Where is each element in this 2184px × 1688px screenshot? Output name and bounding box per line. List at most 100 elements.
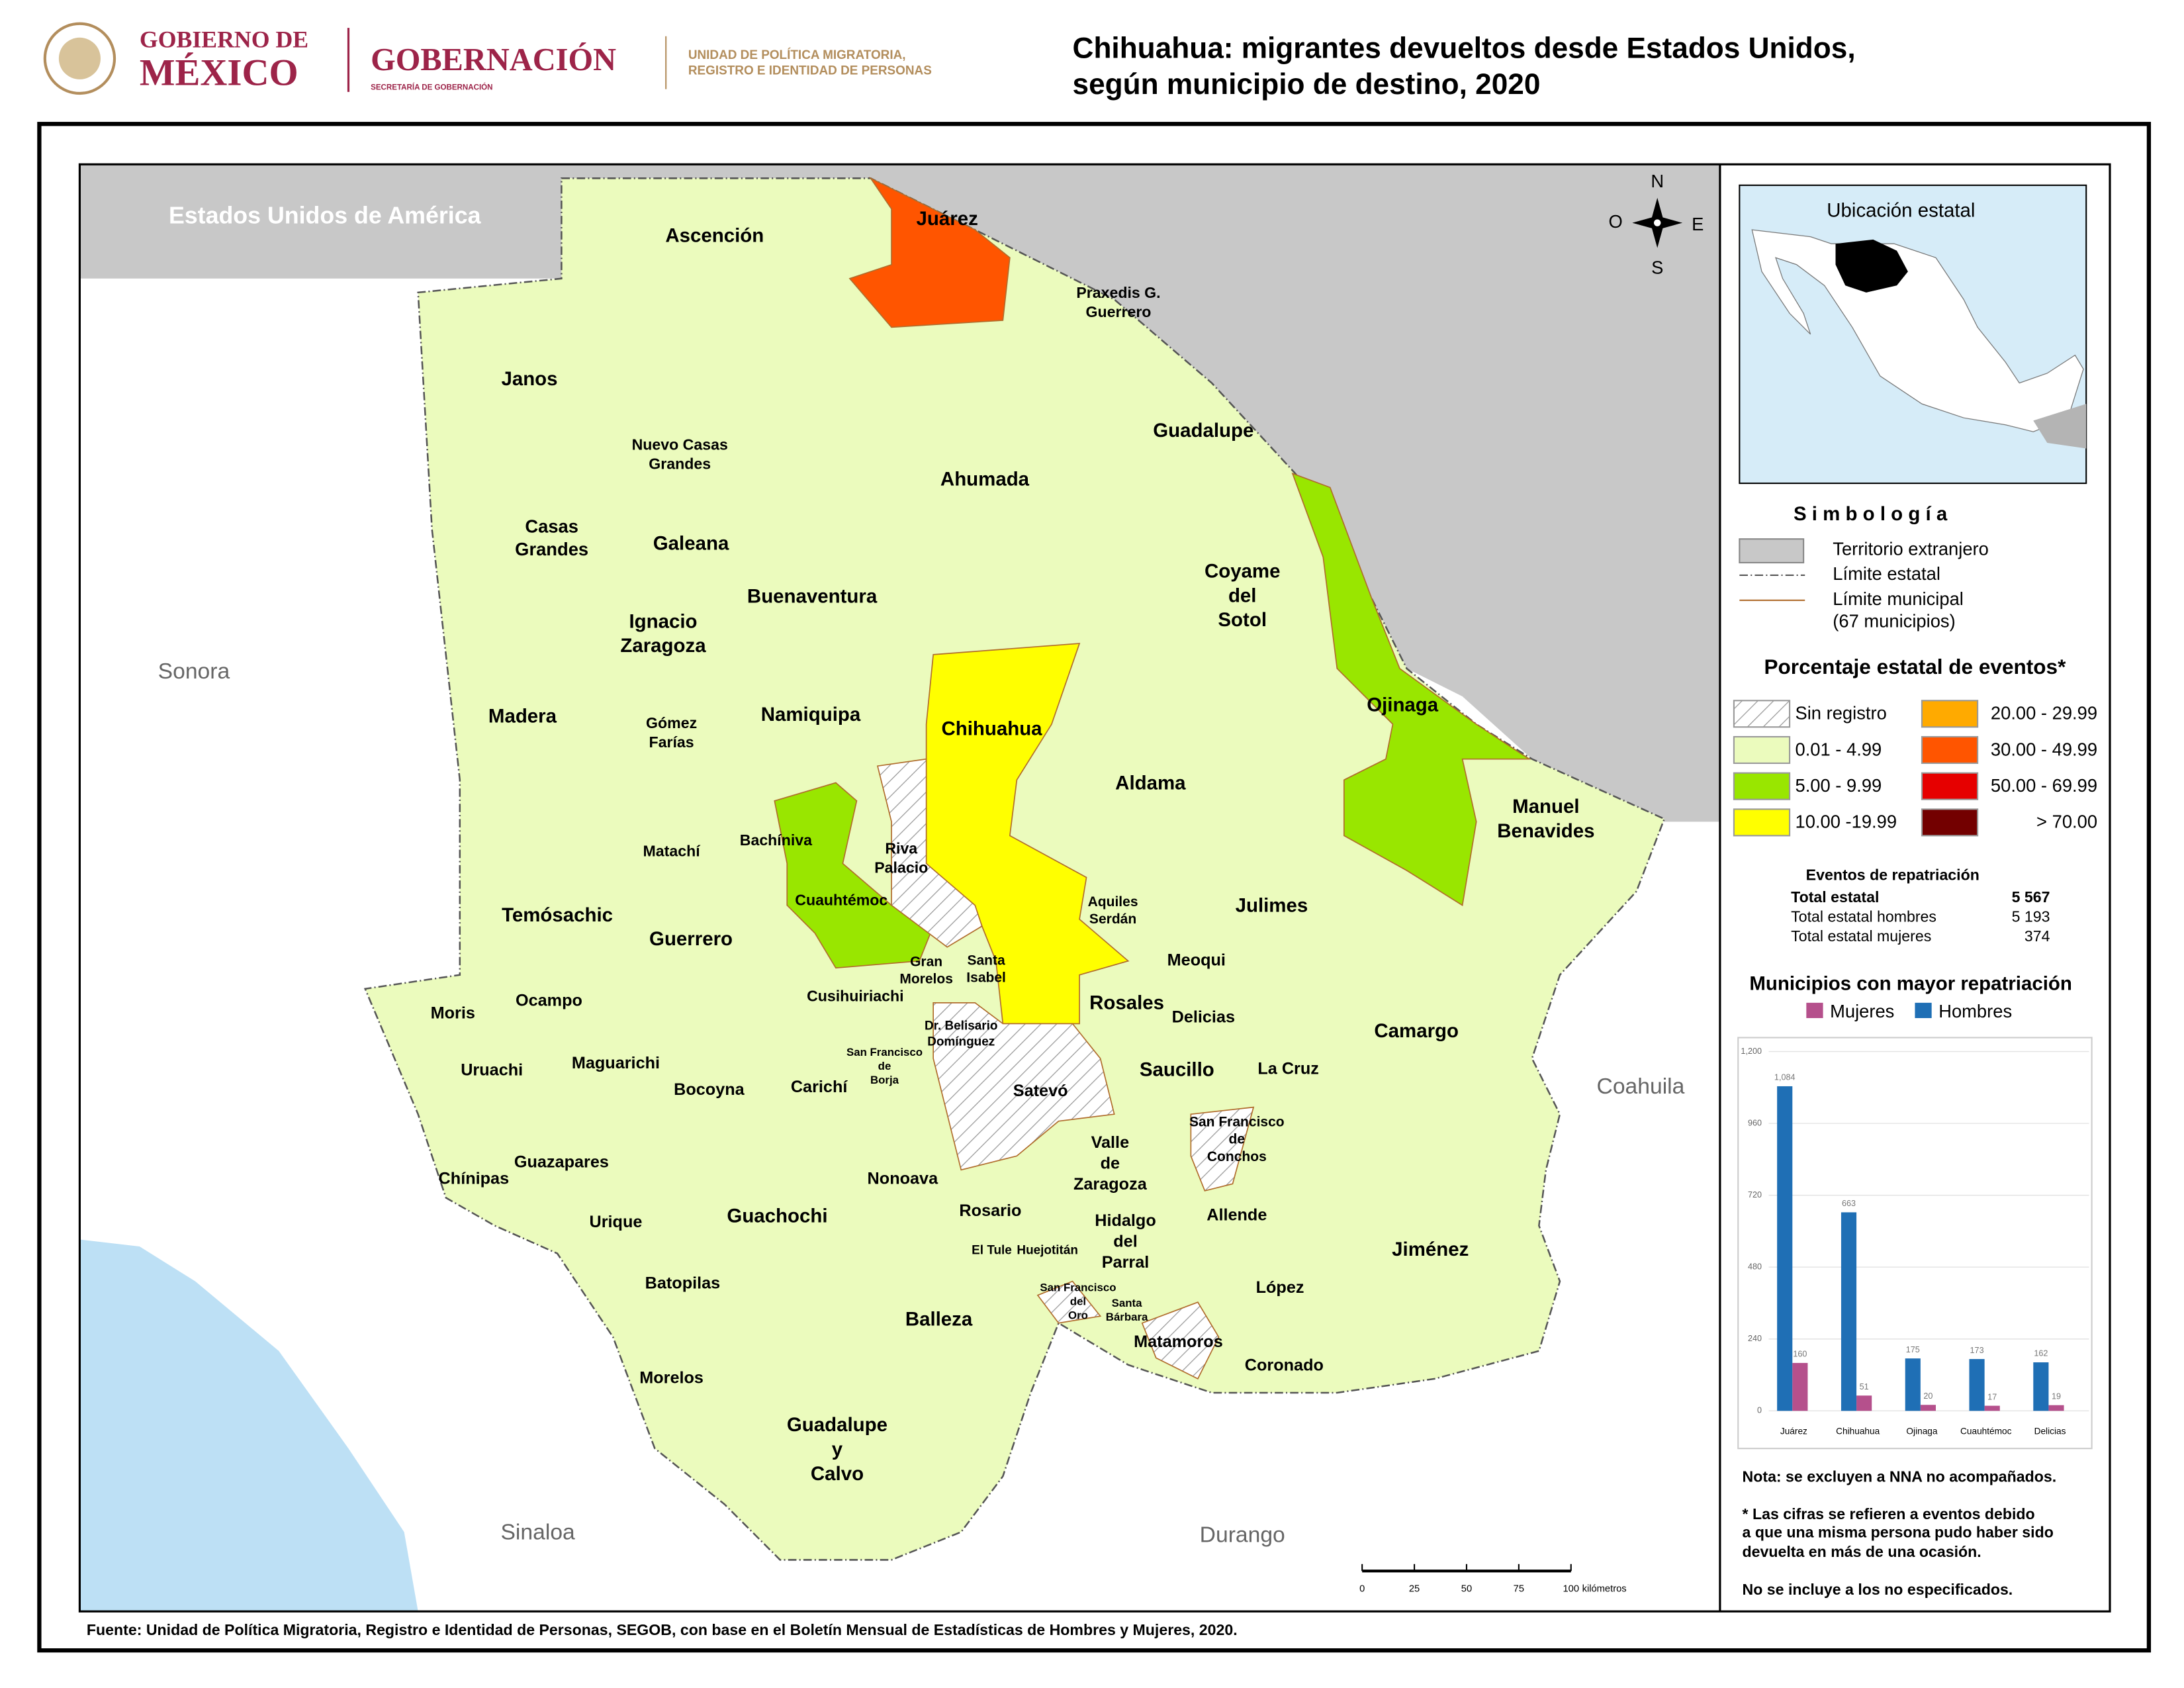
scale-label: 50 [1461,1584,1472,1595]
municipality-label: de [1101,1154,1120,1173]
municipality-label: Borja [870,1074,899,1086]
municipality-label: Domínguez [927,1035,995,1049]
municipality-label: Valle [1091,1133,1130,1152]
municipality-label: Guachochi [727,1205,827,1227]
municipality-label: Moris [431,1004,475,1022]
municipality-label: Rosales [1089,992,1164,1014]
municipality-label: Maguarichi [572,1054,660,1072]
scale-label: 100 [1563,1584,1579,1595]
municipality-label: del [1113,1232,1137,1250]
municipality-label: Aquiles [1088,894,1138,910]
legend-label: Hombres [1938,1001,2012,1021]
secretaria-sub: SECRETARÍA DE GOBERNACIÓN [371,83,492,92]
stats-label: Total estatal [1791,888,1879,906]
value-label: 173 [1970,1346,1984,1355]
municipality-label: Guerrero [649,928,733,950]
x-tick-label: Cuauhtémoc [1960,1426,2012,1436]
municipality-label: Gran [910,954,942,969]
municipality-label: Allende [1206,1205,1267,1224]
legend-class: Sin registro [1796,703,1887,724]
legend-swatch [1733,772,1791,800]
compass-letter: E [1692,214,1704,234]
municipality-label: Farías [649,733,694,751]
value-label: 20 [1923,1391,1933,1401]
municipality-label: Morelos [899,972,953,987]
legend-swatch [1733,808,1791,837]
legend-item: Territorio extranjero [1833,538,1989,559]
municipality-label: Conchos [1207,1149,1267,1164]
municipality-label: Isabel [966,970,1006,986]
municipality-label: Ascención [665,224,764,246]
x-tick-label: Ojinaga [1906,1426,1937,1436]
municipality-label: Buenaventura [747,585,878,607]
value-label: 51 [1860,1382,1869,1391]
stats-label: Total estatal hombres [1791,908,1936,925]
municipality-label: Balleza [905,1308,973,1330]
stats-title: Eventos de repatriación [1806,867,1979,884]
municipality-label: San Francisco [1189,1114,1285,1129]
municipality-label: Huejotitán [1017,1243,1078,1257]
municipality-label: Bocoyna [674,1080,745,1099]
municipality-label: Santa [967,953,1005,968]
municipality-label: del [1228,585,1257,606]
municipality-shape [1291,472,1531,906]
municipality-label: del [1070,1295,1086,1308]
municipality-shape [1190,1106,1255,1192]
stats-value: 374 [2025,927,2050,945]
municipality-label: Juárez [917,208,978,230]
value-label: 17 [1987,1392,1997,1401]
municipality-label: Ocampo [516,991,582,1009]
value-label: 162 [2034,1349,2048,1358]
municipality-label: Nonoava [868,1170,939,1188]
legend-label: Mujeres [1830,1001,1894,1021]
note: a que una misma persona pudo haber sido [1743,1524,2054,1541]
neighbor-label: Sinaloa [500,1520,575,1544]
legend-swatch [1921,700,1979,728]
legend-title: S i m b o l o g í a [1794,503,1948,525]
neighbor-label: Coahuila [1597,1074,1685,1099]
municipality-label: Zaragoza [1073,1175,1148,1194]
municipality-label: Bárbara [1106,1311,1148,1323]
legend-class: > 70.00 [2036,812,2097,832]
legend-item: (67 municipios) [1833,611,1955,632]
title: Chihuahua: migrantes devueltos desde Est… [1073,32,1856,64]
neighbor-label: Durango [1200,1523,1285,1548]
bar [1792,1362,1808,1411]
secretaria: GOBERNACIÓN [371,42,616,77]
municipality-label: Galeana [653,532,729,554]
municipality-label: Oro [1068,1309,1088,1322]
stats-value: 5 193 [2012,908,2050,925]
inset-foreign [2033,404,2087,449]
municipality-label: Delicias [1172,1008,1235,1027]
note: devuelta en más de una ocasión. [1743,1543,1981,1560]
bar [2033,1362,2049,1411]
municipality-label: Meoqui [1167,951,1226,969]
bar [2048,1405,2064,1411]
municipality-label: Riva [885,840,918,857]
foreign-territory [79,164,1720,822]
municipality-shape [774,782,934,969]
municipality-label: Madera [488,705,557,727]
legend-swatch [1733,700,1791,728]
municipality-label: Gómez [646,714,697,731]
municipality-label: Ahumada [940,469,1030,491]
emblem-center [58,37,101,79]
legend-item: Límite estatal [1833,563,1940,584]
municipality-label: Calvo [811,1463,864,1485]
municipality-label: Nuevo Casas [632,436,728,453]
municipality-label: Guadalupe [1153,420,1253,442]
chart-title: Municipios con mayor repatriación [1749,972,2071,994]
municipality-label: Chihuahua [941,718,1042,739]
value-label: 663 [1842,1199,1856,1208]
municipality-shape [1036,1280,1102,1324]
municipality-label: Cuauhtémoc [795,891,887,908]
municipality-label: San Francisco [1040,1282,1116,1294]
municipality-label: Zaragoza [620,635,706,657]
unit-line: REGISTRO E IDENTIDAD DE PERSONAS [688,64,932,77]
municipality-label: Matachí [643,843,702,860]
inset-country [1751,229,2084,432]
map: Estados Unidos de América Sonora Coahuila S… [79,164,1720,1612]
legend-swatch [1921,772,1979,800]
municipality-label: Namiquipa [761,704,861,726]
